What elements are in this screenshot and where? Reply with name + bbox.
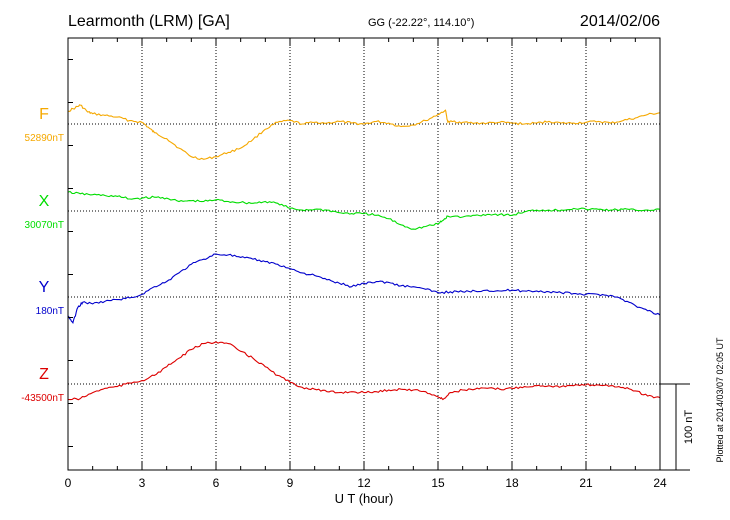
series-name-Y: Y bbox=[39, 279, 50, 296]
x-tick-label: 9 bbox=[287, 476, 294, 490]
station-title: Learmonth (LRM) [GA] bbox=[68, 13, 230, 30]
plotted-timestamp: Plotted at 2014/03/07 02:05 UT bbox=[715, 337, 725, 463]
x-tick-label: 24 bbox=[653, 476, 667, 490]
series-line-F bbox=[67, 104, 661, 160]
series-labels: F 52890nT X 30070nT Y 180nT Z -43500nT bbox=[21, 106, 64, 404]
x-tick-label: 12 bbox=[357, 476, 371, 490]
series-line-Y bbox=[67, 253, 661, 325]
x-tick-label: 0 bbox=[65, 476, 72, 490]
series-name-X: X bbox=[39, 193, 50, 210]
coordinates-label: GG (-22.22°, 114.10°) bbox=[368, 17, 474, 29]
x-axis: 0 3 6 9 12 15 18 21 24 bbox=[65, 38, 667, 490]
x-tick-label: 3 bbox=[139, 476, 146, 490]
series-baseline-Y: 180nT bbox=[36, 306, 64, 317]
scale-bar-label: 100 nT bbox=[683, 410, 695, 445]
plot-frame bbox=[67, 37, 661, 471]
x-tick-label: 6 bbox=[213, 476, 220, 490]
series-group bbox=[67, 104, 661, 401]
date-label: 2014/02/06 bbox=[580, 13, 660, 30]
series-line-X bbox=[67, 190, 661, 230]
x-tick-label: 21 bbox=[579, 476, 593, 490]
x-axis-label: U T (hour) bbox=[335, 491, 394, 506]
series-line-Z bbox=[67, 341, 661, 401]
series-baseline-F: 52890nT bbox=[25, 133, 64, 144]
scale-bar: 100 nT bbox=[660, 383, 695, 471]
series-baseline-Z: -43500nT bbox=[21, 393, 64, 404]
series-name-F: F bbox=[39, 106, 49, 123]
series-baseline-X: 30070nT bbox=[25, 220, 64, 231]
x-tick-label: 18 bbox=[505, 476, 519, 490]
x-tick-label: 15 bbox=[431, 476, 445, 490]
series-name-Z: Z bbox=[39, 366, 49, 383]
grid bbox=[68, 38, 660, 470]
